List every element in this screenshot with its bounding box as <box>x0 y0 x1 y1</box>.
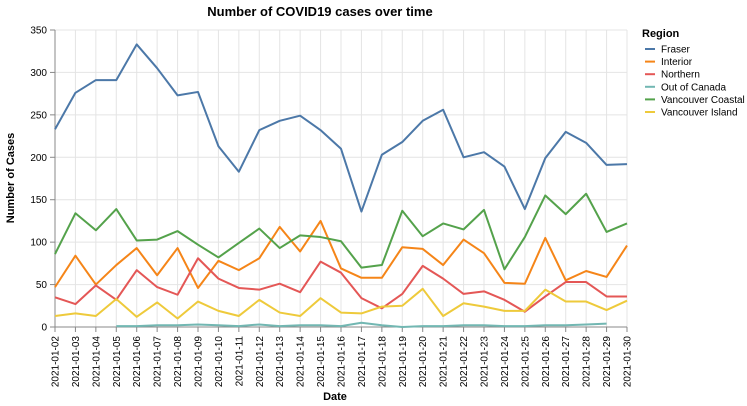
x-tick-label: 2021-01-02 <box>51 336 62 388</box>
legend-label: Northern <box>661 70 700 81</box>
legend-item-interior: Interior <box>645 57 693 68</box>
x-tick-label: 2021-01-21 <box>439 336 450 388</box>
legend-label: Interior <box>661 57 693 68</box>
x-tick-label: 2021-01-25 <box>520 336 531 388</box>
series-line-out-of-canada <box>116 321 607 328</box>
x-axis-title: Date <box>323 391 347 403</box>
legend-label: Vancouver Island <box>661 108 738 119</box>
y-tick-label: 200 <box>30 153 47 164</box>
axes: 0 50 100 150 200 250 300 350 2021-01-02 2021-01-0… <box>30 26 633 388</box>
gridlines <box>54 29 628 328</box>
x-tick-label: 2021-01-18 <box>377 336 388 388</box>
x-tick-label: 2021-01-05 <box>112 336 123 388</box>
y-tick-label: 100 <box>30 238 47 249</box>
x-tick-label: 2021-01-13 <box>275 336 286 388</box>
series-line-fraser <box>54 43 628 213</box>
x-tick-label: 2021-01-08 <box>173 336 184 388</box>
series-line-vancouver-island <box>54 287 628 320</box>
x-tick-label: 2021-01-14 <box>296 336 307 388</box>
x-tick-label: 2021-01-12 <box>255 336 266 388</box>
x-tick-label: 2021-01-24 <box>500 336 511 388</box>
x-tick-label: 2021-01-29 <box>602 336 613 388</box>
legend-item-northern: Northern <box>645 70 700 81</box>
x-tick-label: 2021-01-27 <box>561 336 572 388</box>
legend-item-fraser: Fraser <box>645 45 691 56</box>
x-tick-label: 2021-01-30 <box>623 336 634 388</box>
x-tick-label: 2021-01-06 <box>132 336 143 388</box>
x-tick-label: 2021-01-03 <box>71 336 82 388</box>
x-tick-label: 2021-01-16 <box>337 336 348 388</box>
x-tick-label: 2021-01-26 <box>541 336 552 388</box>
legend-label: Out of Canada <box>661 82 726 93</box>
x-tick-label: 2021-01-23 <box>480 336 491 388</box>
y-tick-label: 0 <box>41 323 47 334</box>
x-tick-label: 2021-01-28 <box>582 336 593 388</box>
x-tick-label: 2021-01-19 <box>398 336 409 388</box>
x-tick-label: 2021-01-17 <box>357 336 368 388</box>
y-tick-label: 50 <box>36 280 48 291</box>
x-tick-label: 2021-01-04 <box>91 336 102 388</box>
legend-item-vancouver-island: Vancouver Island <box>645 108 738 119</box>
x-tick-label: 2021-01-11 <box>234 336 245 387</box>
x-tick-label: 2021-01-22 <box>459 336 470 388</box>
x-tick-label: 2021-01-10 <box>214 336 225 388</box>
legend-item-vancouver-coastal: Vancouver Coastal <box>645 95 745 106</box>
legend-title: Region <box>642 28 680 40</box>
y-tick-label: 150 <box>30 195 47 206</box>
series-lines <box>54 43 628 328</box>
legend-label: Vancouver Coastal <box>661 95 745 106</box>
series-line-interior <box>54 219 628 289</box>
series-line-vancouver-coastal <box>54 192 628 271</box>
legend-item-out-of-canada: Out of Canada <box>645 82 726 93</box>
x-tick-label: 2021-01-07 <box>153 336 164 388</box>
x-tick-label: 2021-01-15 <box>316 336 327 388</box>
series-line-northern <box>54 257 627 313</box>
y-tick-label: 300 <box>30 68 47 79</box>
y-axis-title: Number of Cases <box>5 133 17 223</box>
y-tick-label: 250 <box>30 110 47 121</box>
x-tick-label: 2021-01-09 <box>194 336 205 388</box>
x-tick-label: 2021-01-20 <box>418 336 429 388</box>
legend-label: Fraser <box>661 45 691 56</box>
chart-title: Number of COVID19 cases over time <box>207 4 432 19</box>
y-tick-label: 350 <box>30 26 47 37</box>
